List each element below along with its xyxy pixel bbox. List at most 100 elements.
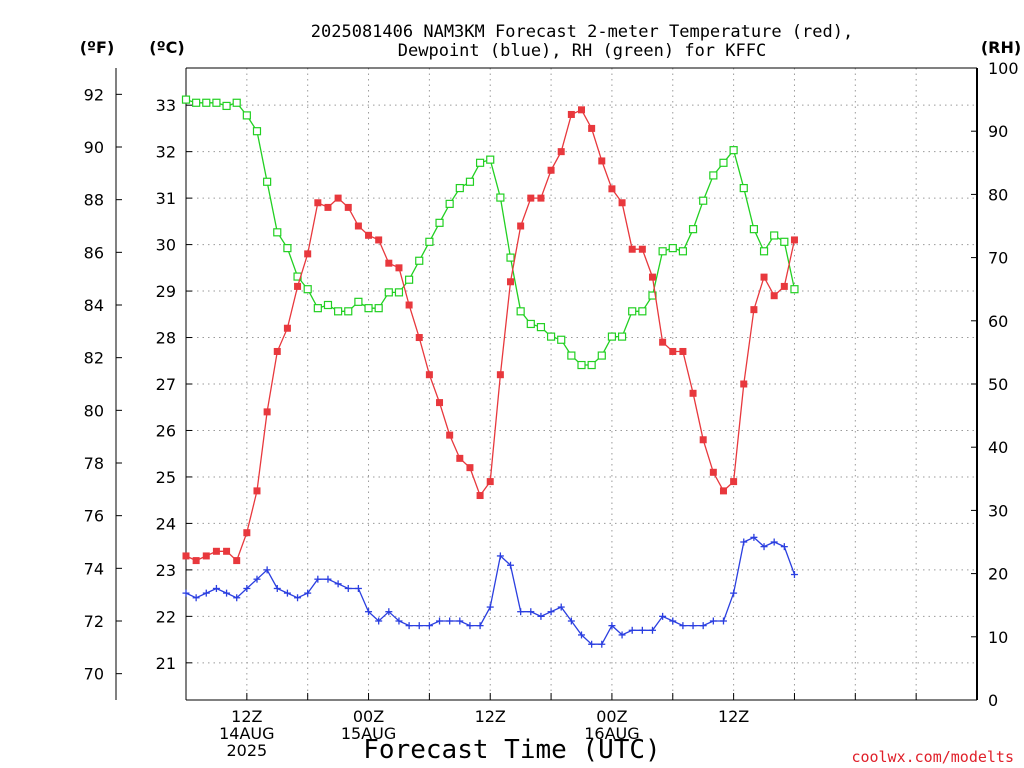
dewpoint-series-point	[659, 612, 667, 620]
temperature-series-point	[415, 334, 423, 342]
temperature-series-point	[202, 552, 210, 560]
x-tick-label: 2025	[226, 741, 267, 760]
temperature-series-point	[598, 157, 606, 165]
rh-tick-label: 90	[988, 122, 1008, 141]
chart-title-line-1: 2025081406 NAM3KM Forecast 2-meter Tempe…	[311, 22, 853, 42]
temperature-series-point	[719, 487, 727, 495]
temperature-series-point	[314, 199, 322, 207]
rh-tick-label: 60	[988, 312, 1008, 331]
rh-series-point	[273, 228, 282, 237]
dewpoint-series-point	[466, 622, 474, 630]
temperature-series-point	[740, 380, 748, 388]
dewpoint-series-point	[365, 608, 373, 616]
temperature-series-point	[344, 203, 352, 211]
rh-series-point	[577, 360, 586, 370]
x-tick-label: 12Z	[231, 707, 262, 726]
dewpoint-series-point	[253, 575, 261, 583]
rh-series-point	[445, 199, 454, 208]
dewpoint-series-point	[669, 617, 677, 625]
rh-series-point	[263, 177, 272, 186]
temperature-series-point	[618, 199, 626, 207]
temperature-series-point	[537, 194, 545, 202]
rh-series-point	[212, 98, 221, 107]
dewpoint-series-point	[476, 622, 484, 630]
dewpoint-series-point	[588, 640, 596, 648]
rh-series-point	[638, 307, 647, 316]
dewpoint-series-point	[375, 617, 383, 625]
celsius-tick-label: 28	[156, 329, 176, 348]
fahrenheit-tick-label: 88	[84, 191, 104, 210]
temperature-series-point	[628, 245, 636, 253]
rh-tick-label: 0	[988, 691, 998, 710]
rh-series-point	[323, 300, 333, 310]
rh-series-point	[749, 225, 758, 234]
temperature-series-point	[659, 338, 667, 346]
rh-series-point	[486, 155, 495, 164]
celsius-tick-label: 25	[156, 468, 176, 487]
dewpoint-series-point	[446, 617, 454, 625]
rh-series-point	[394, 288, 404, 297]
celsius-tick-label: 31	[156, 189, 176, 208]
temperature-series-point	[669, 347, 677, 355]
dewpoint-series-point	[425, 622, 433, 630]
gridlines	[186, 68, 977, 700]
celsius-tick-label: 29	[156, 282, 176, 301]
dewpoint-series-point	[223, 589, 231, 597]
dewpoint-series-point	[689, 622, 697, 630]
temperature-series-point	[780, 282, 788, 290]
temperature-series-point	[263, 408, 271, 416]
temperature-series-point	[730, 478, 738, 486]
rh-tick-label: 40	[988, 438, 1008, 457]
fahrenheit-tick-label: 72	[84, 612, 104, 631]
temperature-series-point	[750, 306, 758, 314]
temperature-series-point	[507, 278, 515, 286]
dewpoint-series-point	[537, 612, 545, 620]
rh-tick-label: 10	[988, 628, 1008, 647]
dewpoint-series-point	[628, 626, 636, 634]
dewpoint-series-point	[709, 617, 717, 625]
rh-tick-label: 20	[988, 565, 1008, 584]
rh-series-point	[496, 193, 505, 202]
rh-series-point	[780, 237, 789, 246]
rh-series-point	[384, 288, 393, 297]
rh-series-point	[222, 101, 231, 111]
celsius-unit-label: (ºC)	[149, 38, 184, 57]
dewpoint-series-point	[283, 589, 291, 597]
rh-series-point	[678, 247, 688, 256]
dewpoint-series-point	[547, 608, 555, 616]
temperature-series-point	[608, 185, 616, 193]
dewpoint-series-point	[354, 584, 362, 592]
rh-series-point	[283, 244, 292, 253]
rh-series-point	[303, 285, 312, 294]
rh-series-point	[405, 275, 414, 284]
x-tick-label: 16AUG	[584, 724, 639, 743]
dewpoint-series-point	[699, 622, 707, 630]
rh-series-point	[344, 307, 353, 316]
dewpoint-series-point	[578, 631, 585, 639]
temperature-series-point	[354, 222, 362, 230]
temperature-series-point	[679, 347, 687, 355]
dewpoint-series-point	[750, 533, 758, 541]
temperature-series-point	[638, 245, 646, 253]
dewpoint-series-point	[507, 561, 515, 569]
fahrenheit-unit-label: (ºF)	[80, 38, 115, 57]
fahrenheit-tick-label: 90	[84, 138, 104, 157]
dewpoint-series-point	[790, 571, 798, 579]
celsius-tick-label: 33	[156, 96, 176, 115]
x-tick-label: 15AUG	[341, 724, 396, 743]
dewpoint-series-point	[760, 543, 768, 551]
temperature-series-point	[648, 273, 656, 281]
source-credit: coolwx.com/modelts	[851, 748, 1014, 766]
temperature-series-point	[233, 557, 241, 565]
temperature-series-point	[365, 231, 373, 239]
temperature-series-point	[486, 478, 494, 486]
temperature-series-point	[567, 110, 575, 118]
fahrenheit-tick-label: 74	[84, 559, 104, 578]
rh-series-point	[202, 98, 211, 107]
rh-tick-label: 100	[988, 59, 1019, 78]
rh-unit-label: (RH)	[981, 38, 1021, 57]
temperature-series-point	[436, 399, 444, 407]
dewpoint-series-point	[385, 608, 393, 616]
dewpoint-series-point	[740, 538, 748, 546]
rh-series-point	[455, 183, 464, 193]
